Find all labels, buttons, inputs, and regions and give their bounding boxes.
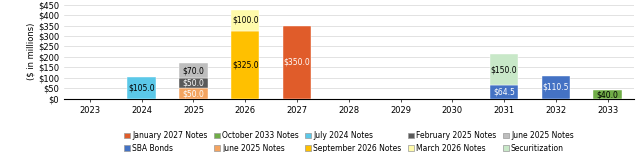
Text: $50.0: $50.0 bbox=[182, 89, 204, 98]
Y-axis label: ($ in millions): ($ in millions) bbox=[26, 23, 35, 80]
Bar bbox=[179, 63, 208, 78]
Bar bbox=[541, 76, 570, 99]
Text: $50.0: $50.0 bbox=[182, 79, 204, 88]
Text: $100.0: $100.0 bbox=[232, 16, 259, 25]
Bar bbox=[490, 85, 518, 99]
Text: $64.5: $64.5 bbox=[493, 88, 515, 97]
Text: $105.0: $105.0 bbox=[129, 83, 155, 92]
Bar bbox=[231, 31, 259, 99]
Legend: January 2027 Notes, SBA Bonds, October 2033 Notes, June 2025 Notes, July 2024 No: January 2027 Notes, SBA Bonds, October 2… bbox=[124, 131, 573, 152]
Bar bbox=[127, 77, 156, 99]
Bar bbox=[179, 88, 208, 99]
Bar bbox=[593, 90, 622, 99]
Text: $40.0: $40.0 bbox=[596, 90, 619, 99]
Text: $325.0: $325.0 bbox=[232, 60, 259, 69]
Bar bbox=[179, 78, 208, 88]
Text: $110.5: $110.5 bbox=[543, 83, 569, 92]
Text: $70.0: $70.0 bbox=[182, 66, 204, 75]
Bar bbox=[231, 10, 259, 31]
Bar bbox=[283, 26, 311, 99]
Text: $350.0: $350.0 bbox=[284, 58, 310, 67]
Bar bbox=[490, 54, 518, 85]
Text: $150.0: $150.0 bbox=[491, 65, 518, 74]
